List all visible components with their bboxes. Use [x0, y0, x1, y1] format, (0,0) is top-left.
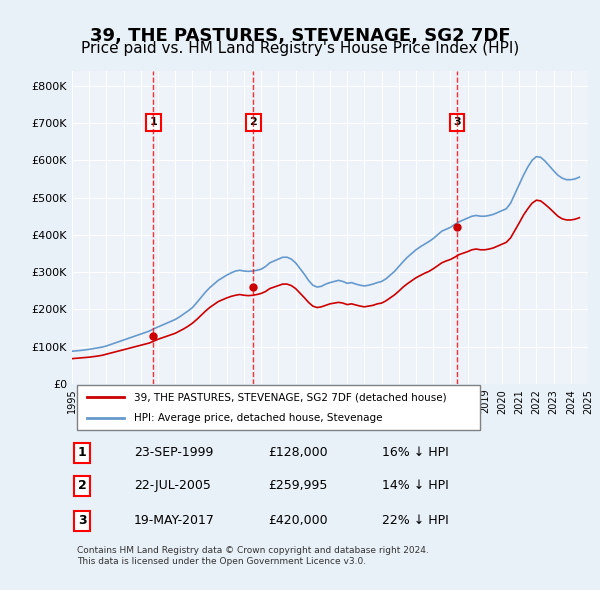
Text: Contains HM Land Registry data © Crown copyright and database right 2024.
This d: Contains HM Land Registry data © Crown c…	[77, 546, 429, 566]
Text: 19-MAY-2017: 19-MAY-2017	[134, 514, 215, 527]
Text: HPI: Average price, detached house, Stevenage: HPI: Average price, detached house, Stev…	[134, 413, 382, 423]
Text: 39, THE PASTURES, STEVENAGE, SG2 7DF: 39, THE PASTURES, STEVENAGE, SG2 7DF	[89, 27, 511, 45]
Text: £420,000: £420,000	[268, 514, 328, 527]
Text: 14% ↓ HPI: 14% ↓ HPI	[382, 479, 448, 492]
Text: £259,995: £259,995	[268, 479, 328, 492]
Text: 1: 1	[78, 447, 86, 460]
FancyBboxPatch shape	[77, 385, 479, 430]
Text: 3: 3	[453, 117, 461, 127]
Text: £128,000: £128,000	[268, 447, 328, 460]
Text: 2: 2	[78, 479, 86, 492]
Text: 3: 3	[78, 514, 86, 527]
Text: Price paid vs. HM Land Registry's House Price Index (HPI): Price paid vs. HM Land Registry's House …	[81, 41, 519, 56]
Text: 2: 2	[250, 117, 257, 127]
Text: 22-JUL-2005: 22-JUL-2005	[134, 479, 211, 492]
Text: 16% ↓ HPI: 16% ↓ HPI	[382, 447, 448, 460]
Text: 22% ↓ HPI: 22% ↓ HPI	[382, 514, 448, 527]
Text: 39, THE PASTURES, STEVENAGE, SG2 7DF (detached house): 39, THE PASTURES, STEVENAGE, SG2 7DF (de…	[134, 392, 446, 402]
Text: 23-SEP-1999: 23-SEP-1999	[134, 447, 213, 460]
Text: 1: 1	[149, 117, 157, 127]
